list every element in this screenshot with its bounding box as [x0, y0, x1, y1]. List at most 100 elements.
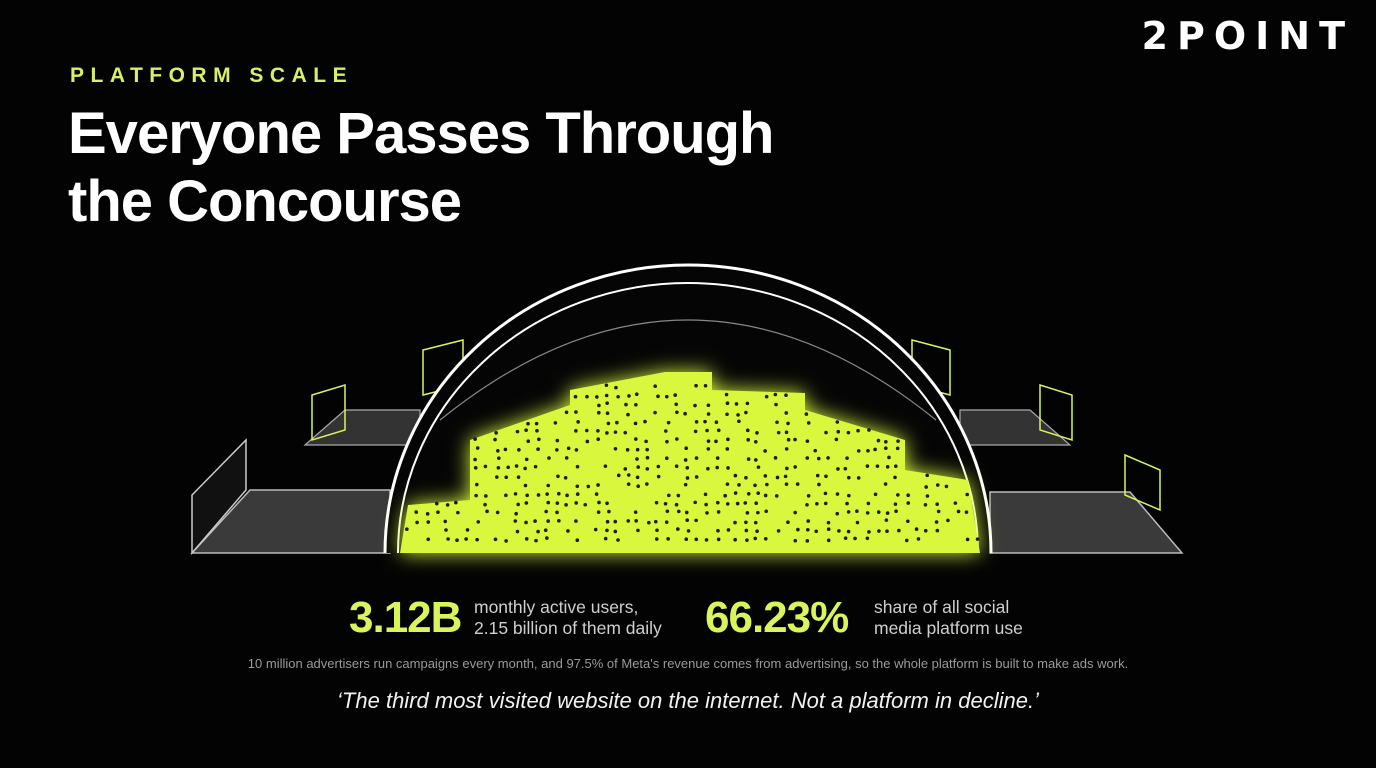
person-icon — [654, 500, 659, 505]
person-icon — [563, 475, 568, 480]
person-icon — [455, 538, 459, 543]
person-icon — [856, 449, 861, 453]
person-icon — [654, 537, 659, 541]
person-icon — [804, 412, 809, 416]
person-icon — [786, 421, 790, 426]
person-icon — [805, 456, 810, 460]
person-icon — [534, 421, 539, 426]
person-icon — [745, 401, 750, 406]
person-icon — [564, 410, 569, 415]
person-icon — [847, 493, 851, 498]
person-icon — [856, 428, 860, 433]
person-icon — [594, 492, 599, 496]
person-icon — [667, 493, 671, 498]
person-icon — [694, 383, 698, 388]
person-icon — [946, 518, 950, 523]
person-icon — [855, 509, 859, 514]
person-icon — [544, 509, 548, 514]
person-icon — [906, 519, 910, 524]
person-icon — [756, 465, 761, 469]
person-icon — [605, 411, 610, 415]
person-icon — [645, 455, 650, 460]
person-icon — [603, 536, 608, 541]
person-icon — [763, 449, 767, 453]
person-icon — [745, 511, 750, 515]
person-icon — [676, 527, 680, 531]
person-icon — [935, 502, 939, 506]
person-icon — [674, 464, 679, 469]
person-icon — [783, 474, 788, 479]
person-icon — [597, 403, 601, 408]
person-icon — [575, 484, 580, 489]
person-icon — [524, 428, 528, 432]
person-icon — [726, 528, 731, 532]
person-icon — [883, 482, 888, 486]
person-icon — [604, 393, 609, 398]
person-icon — [733, 537, 737, 542]
person-icon — [644, 439, 648, 444]
person-icon — [824, 430, 828, 435]
person-icon — [655, 528, 659, 533]
person-icon — [546, 519, 550, 523]
person-icon — [673, 393, 678, 397]
person-icon — [693, 403, 697, 408]
person-icon — [683, 411, 687, 416]
person-icon — [725, 412, 729, 417]
person-icon — [576, 420, 580, 424]
person-icon — [895, 446, 900, 451]
person-icon — [434, 501, 439, 506]
person-icon — [665, 439, 669, 444]
person-icon — [634, 402, 638, 407]
person-icon — [837, 529, 841, 533]
person-icon — [555, 510, 559, 515]
person-icon — [575, 464, 580, 469]
person-icon — [656, 474, 661, 479]
person-icon — [716, 537, 721, 542]
person-icon — [483, 464, 488, 469]
person-icon — [526, 421, 530, 426]
person-icon — [725, 447, 730, 451]
person-icon — [573, 394, 578, 399]
person-icon — [585, 394, 589, 399]
person-icon — [834, 437, 839, 442]
person-icon — [565, 493, 569, 498]
person-icon — [624, 402, 628, 407]
person-icon — [736, 413, 740, 417]
right-sign-2 — [1039, 383, 1073, 442]
person-icon — [744, 475, 748, 480]
person-icon — [774, 494, 779, 498]
person-icon — [666, 537, 670, 541]
stat-desc-line: share of all social — [874, 597, 1010, 617]
person-icon — [773, 456, 778, 460]
person-icon — [473, 457, 477, 462]
person-icon — [426, 537, 431, 542]
person-icon — [784, 393, 788, 398]
person-icon — [645, 482, 649, 486]
footnote: 10 million advertisers run campaigns eve… — [247, 656, 1129, 671]
person-icon — [684, 510, 689, 515]
person-icon — [734, 402, 739, 406]
person-icon — [633, 421, 638, 426]
person-icon — [483, 502, 487, 507]
person-icon — [877, 529, 881, 533]
person-icon — [653, 384, 657, 389]
person-icon — [464, 537, 468, 541]
person-icon — [706, 439, 711, 443]
person-icon — [566, 529, 570, 533]
person-icon — [705, 428, 709, 433]
person-icon — [914, 527, 919, 531]
person-icon — [585, 439, 590, 444]
person-icon — [884, 440, 888, 444]
person-icon — [596, 483, 600, 487]
person-icon — [867, 428, 871, 432]
person-icon — [953, 501, 958, 505]
person-icon — [635, 457, 639, 461]
person-icon — [744, 520, 748, 525]
person-icon — [964, 510, 969, 514]
person-icon — [444, 528, 448, 532]
person-icon — [786, 437, 791, 442]
person-icon — [735, 501, 740, 506]
person-icon — [663, 429, 668, 433]
person-icon — [524, 537, 529, 541]
